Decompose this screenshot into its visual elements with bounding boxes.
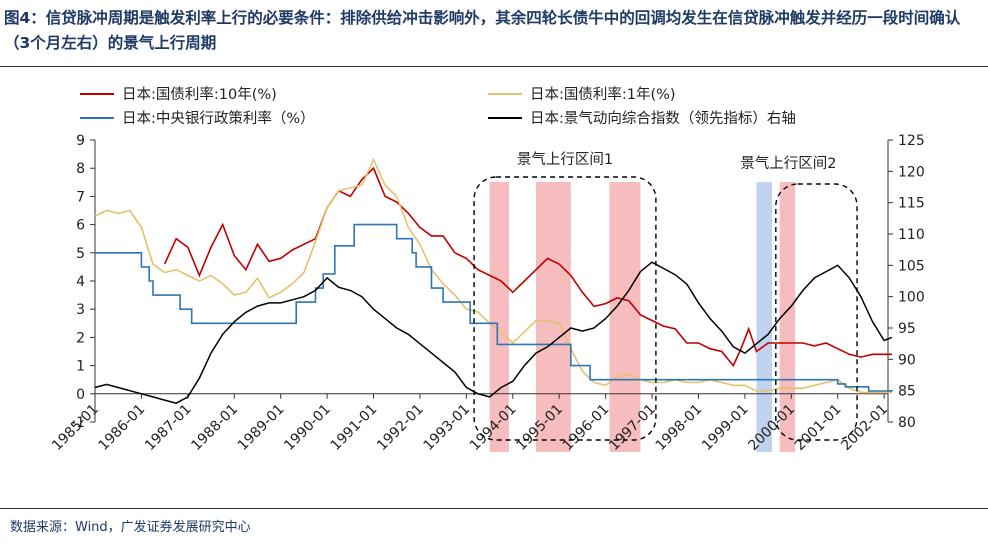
shaded-region-5	[779, 182, 796, 452]
x-tick-label: 2002-01	[838, 401, 891, 454]
legend-label-2: 日本:国债利率:1年(%)	[530, 86, 676, 103]
chart-title: 图4：信贷脉冲周期是触发利率上行的必要条件：排除供给冲击影响外，其余四轮长债牛中…	[4, 9, 961, 52]
shaded-region-1	[489, 182, 509, 452]
right-tick-label: 110	[898, 227, 925, 243]
source-divider	[0, 508, 988, 509]
legend-label-3: 日本:中央银行政策利率（%）	[122, 110, 315, 127]
title-divider	[0, 66, 988, 67]
right-tick-label: 90	[898, 352, 916, 368]
x-tick-label: 1990-01	[281, 401, 334, 454]
right-tick-label: 100	[898, 290, 925, 306]
x-tick-label: 1985-01	[49, 401, 102, 454]
left-tick-label: 0	[76, 387, 85, 403]
x-tick-label: 1986-01	[96, 401, 149, 454]
right-tick-label: 105	[898, 258, 925, 274]
x-tick-label: 1993-01	[421, 401, 474, 454]
right-tick-label: 95	[898, 321, 916, 337]
x-tick-label: 1999-01	[699, 401, 752, 454]
left-tick-label: 3	[76, 302, 85, 318]
left-tick-label: 7	[76, 189, 85, 205]
annotation-label-2: 景气上行区间2	[740, 155, 836, 172]
annotation-label-1: 景气上行区间1	[517, 151, 613, 168]
right-tick-label: 120	[898, 164, 925, 180]
legend-label-1: 日本:国债利率:10年(%)	[122, 86, 277, 103]
right-tick-label: 125	[898, 133, 925, 149]
x-tick-label: 1992-01	[374, 401, 427, 454]
x-tick-label: 1987-01	[142, 401, 195, 454]
left-tick-label: 2	[76, 330, 85, 346]
shaded-region-3	[609, 182, 641, 452]
series-line-2	[94, 157, 892, 394]
series-line-3	[95, 223, 892, 392]
source-note: 数据来源：Wind，广发证券发展研究中心	[10, 520, 251, 535]
left-tick-label: -1	[71, 415, 85, 431]
right-tick-label: 85	[898, 384, 916, 400]
left-tick-label: 8	[76, 161, 85, 177]
x-tick-label: 1991-01	[328, 401, 381, 454]
left-tick-label: 5	[76, 246, 85, 262]
right-tick-label: 115	[898, 196, 925, 212]
annotation-box-1	[473, 176, 657, 441]
legend-label-4: 日本:景气动向综合指数（领先指标）右轴	[530, 110, 796, 127]
left-tick-label: 1	[76, 359, 85, 375]
series-line-4	[94, 261, 893, 405]
x-tick-label: 2001-01	[792, 401, 845, 454]
left-tick-label: 6	[76, 218, 85, 234]
series-line-1	[163, 166, 892, 368]
annotation-box-2	[775, 183, 858, 441]
shaded-region-2	[535, 182, 571, 452]
x-tick-label: 1988-01	[188, 401, 241, 454]
right-tick-label: 80	[898, 415, 916, 431]
left-tick-label: 4	[76, 274, 85, 290]
x-tick-label: 1989-01	[235, 401, 288, 454]
x-tick-label: 1998-01	[653, 401, 706, 454]
left-tick-label: 9	[76, 133, 85, 149]
shaded-region-4	[756, 182, 772, 452]
